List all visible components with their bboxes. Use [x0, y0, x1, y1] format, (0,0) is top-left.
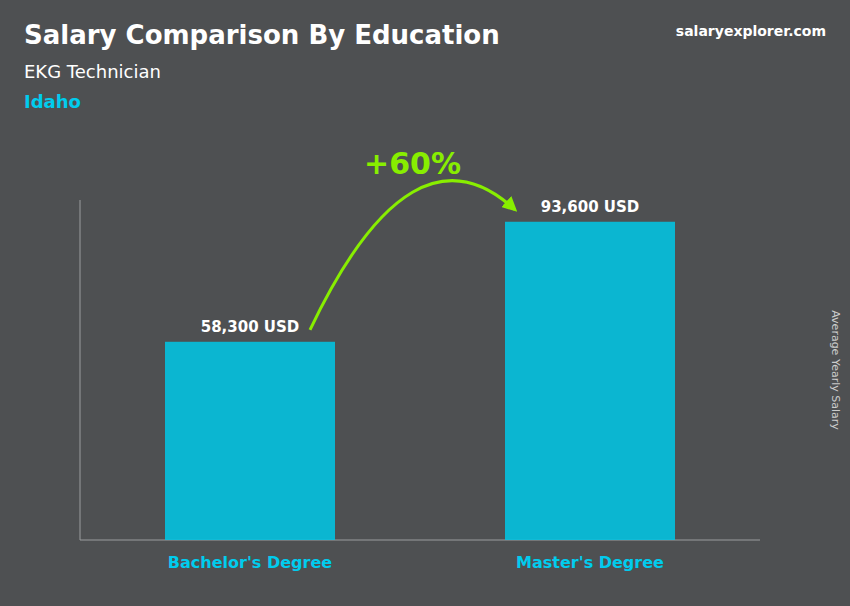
data-label: 58,300 USD — [201, 318, 300, 336]
background — [0, 0, 850, 606]
location: Idaho — [24, 91, 81, 112]
category-label: Bachelor's Degree — [168, 553, 332, 572]
percent-change: +60% — [364, 146, 461, 181]
title: Salary Comparison By Education — [24, 20, 500, 50]
bar — [165, 342, 335, 540]
chart: Salary Comparison By Education EKG Techni… — [0, 0, 850, 606]
y-axis-line — [80, 200, 81, 540]
bar — [505, 222, 675, 540]
data-label: 93,600 USD — [541, 198, 640, 216]
subtitle: EKG Technician — [24, 61, 161, 82]
brand: salaryexplorer.com — [676, 23, 826, 39]
change-arrow — [310, 181, 515, 330]
category-label: Master's Degree — [516, 553, 664, 572]
bars — [165, 222, 675, 540]
y-axis-label: Average Yearly Salary — [829, 310, 842, 430]
